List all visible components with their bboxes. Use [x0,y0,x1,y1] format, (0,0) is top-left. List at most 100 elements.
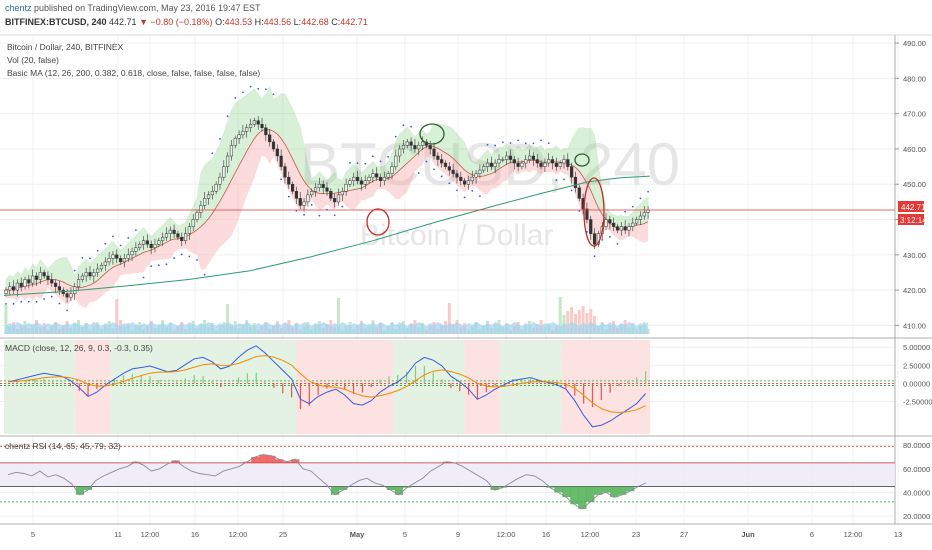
rsi-oversold-fill [626,486,635,492]
sar-dot [226,115,229,118]
sar-dot [593,255,596,258]
time-tick-label: 12:00 [844,530,863,539]
candle-body [302,201,306,206]
candle-body [176,233,180,238]
candle-body [103,261,107,266]
candle-body [206,194,211,199]
sar-dot [647,190,649,193]
candle-body [50,279,54,284]
macd-signal-line [8,355,646,414]
candle-body [390,166,394,174]
rsi-oversold-fill [610,486,619,498]
candle-body [88,272,92,277]
sar-dot [394,135,397,138]
sar-dot [402,124,405,127]
countdown-badge [898,214,924,225]
candle-body [260,123,264,129]
volume-bar [558,297,562,334]
legend-rsi[interactable]: chentz RSI (14, 65, 45, 79, 32) [5,441,121,451]
volume-bar [336,298,340,334]
legend-macd[interactable]: MACD (close, 12, 26, 9, 0.3, -0.3, 0.35) [5,343,153,353]
candle-body [340,191,344,196]
candle-body [191,219,195,227]
publish-info: published on TradingView.com, May 23, 20… [31,3,261,13]
price-tick-label: 490.00 [903,39,926,48]
sar-dot [379,160,382,163]
sar-dot [471,189,474,192]
candle-body [608,219,612,224]
candle-body [141,240,146,245]
sar-dot [127,236,130,239]
sar-dot [66,309,68,312]
rsi-overbought-fill [267,455,276,463]
candle-body [440,159,444,164]
candle-body [27,279,31,284]
sar-dot [371,155,374,158]
rsi-tick-label: 80.0000 [903,441,930,450]
rsi-oversold-fill [338,486,348,491]
candle-body [96,268,100,273]
price-tick-label: 450.00 [903,180,926,189]
candle-body [371,173,375,178]
rsi-overbought-fill [171,460,180,463]
candle-body [241,131,245,136]
ma200-line [3,175,651,296]
legend-vol[interactable]: Vol (20, false) [7,55,59,65]
candle-body [497,159,501,164]
sar-dot [563,178,565,181]
candle-body [69,293,73,298]
candle-body [386,173,390,178]
candle-body [42,272,46,277]
candle-body [164,233,169,238]
candle-body [38,272,42,280]
candle-body [459,176,463,181]
rsi-tick-label: 20.0000 [903,512,930,521]
candle-body [229,145,234,157]
candle-body [183,233,188,241]
rsi-oversold-fill [602,486,611,493]
rsi-overbought-fill [291,459,300,463]
rsi-tick-label: 60.0000 [903,465,930,474]
rsi-oversold-fill [75,486,85,495]
sar-dot [196,259,198,261]
volume-ma-area [4,322,649,334]
candle-body [161,236,165,241]
time-tick-label: 11 [114,530,122,539]
legend-main[interactable]: Bitcoin / Dollar, 240, BITFINEX [7,42,124,52]
rsi-background [0,445,895,503]
candle-body [310,191,314,196]
price-axis[interactable]: 490.00480.00470.00460.00450.00440.00430.… [895,39,932,521]
sar-dot [58,302,61,305]
author-link[interactable]: chentz [5,3,32,13]
candle-body [264,127,268,136]
annotation-circle-4 [583,177,605,247]
candle-body [447,166,451,171]
sar-dot [27,300,30,303]
sar-dot [50,295,53,298]
candle-body [195,212,199,220]
candle-body [336,194,341,203]
sar-dot [287,195,290,198]
price-tick-label: 480.00 [903,74,926,83]
legend-ma[interactable]: Basic MA (12, 26, 200, 0.382, 0.618, clo… [7,68,260,78]
time-axis[interactable]: 5 11 12:00 16 12:00 25 May 5 9 12:00 16 12:00 23 27 Ju… [31,530,902,539]
candle-body [23,279,27,287]
candle-body [413,145,417,150]
macd-zone [110,340,297,434]
volume-bar [566,311,570,334]
open-label: O: [215,17,225,27]
candles [4,116,650,303]
candle-body [635,219,639,224]
candle-body [271,141,276,150]
candle-body [355,176,360,181]
annotation-circle-1 [366,208,390,236]
sar-dot [5,302,7,305]
open-value: 443.53 [224,17,253,27]
candle-body [501,159,505,161]
sar-dot [440,175,443,178]
rsi-tick-label: 40.0000 [903,488,930,497]
candle-body [367,176,371,181]
candle-body [570,166,574,178]
